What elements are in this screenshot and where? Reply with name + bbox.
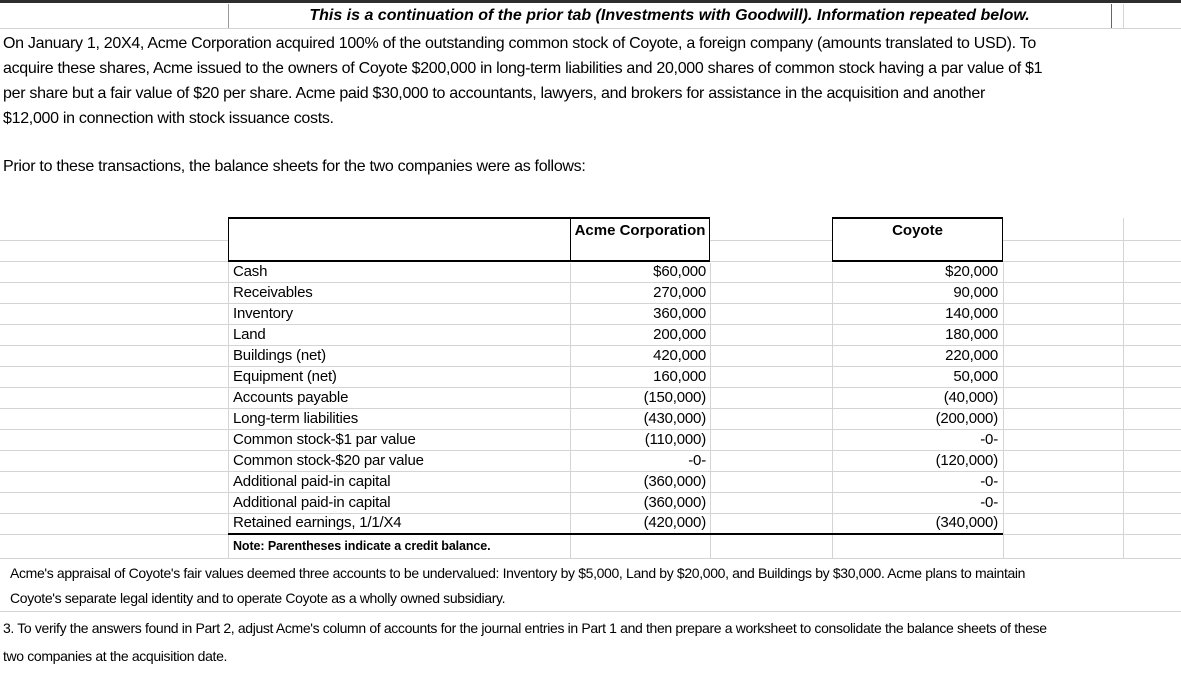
gridline — [0, 558, 1181, 559]
table-border — [570, 219, 571, 260]
row-label[interactable]: Retained earnings, 1/1/X4 — [233, 514, 402, 531]
table-border — [228, 533, 1003, 535]
table-row: Common stock-$1 par value (110,000) -0- — [0, 429, 1181, 450]
coyote-value[interactable]: -0- — [980, 494, 998, 511]
row-label[interactable]: Long-term liabilities — [233, 410, 359, 427]
table-row: Land 200,000 180,000 — [0, 324, 1181, 345]
gridline — [0, 471, 1181, 472]
table-row: Additional paid-in capital (360,000) -0- — [0, 471, 1181, 492]
gridline — [1123, 218, 1124, 558]
table-row: Long-term liabilities (430,000) (200,000… — [0, 408, 1181, 429]
coyote-value[interactable]: 50,000 — [953, 368, 998, 385]
row-label[interactable]: Cash — [233, 263, 268, 280]
gridline — [0, 611, 1181, 612]
table-row: Inventory 360,000 140,000 — [0, 303, 1181, 324]
appraisal-paragraph[interactable]: Acme's appraisal of Coyote's fair values… — [10, 565, 1026, 606]
coyote-value[interactable]: -0- — [980, 473, 998, 490]
table-row: Equipment (net) 160,000 50,000 — [0, 366, 1181, 387]
gridline — [0, 450, 1181, 451]
gridline — [710, 261, 832, 262]
gridline — [1003, 263, 1004, 558]
row-label[interactable]: Receivables — [233, 284, 313, 301]
row-label[interactable]: Equipment (net) — [233, 368, 337, 385]
gridline — [0, 492, 1181, 493]
acme-value[interactable]: 360,000 — [653, 305, 706, 322]
acme-value[interactable]: (150,000) — [643, 389, 707, 406]
coyote-value[interactable]: -0- — [980, 431, 998, 448]
col-header-acme-corporation[interactable]: Acme Corporation — [574, 222, 706, 239]
gridline — [0, 303, 1181, 304]
gridline — [0, 28, 1181, 29]
coyote-value[interactable]: (120,000) — [935, 452, 999, 469]
gridline — [1123, 4, 1124, 28]
acme-value[interactable]: (420,000) — [643, 514, 707, 531]
gridline — [1003, 261, 1181, 262]
gridline — [1003, 240, 1181, 241]
table-row: Retained earnings, 1/1/X4 (420,000) (340… — [0, 512, 1181, 533]
acme-value[interactable]: -0- — [688, 452, 706, 469]
row-label[interactable]: Common stock-$20 par value — [233, 452, 424, 469]
table-row: Receivables 270,000 90,000 — [0, 282, 1181, 303]
acme-value[interactable]: (430,000) — [643, 410, 707, 427]
gridline — [0, 513, 1181, 514]
coyote-value[interactable]: (200,000) — [935, 410, 999, 427]
table-row: Additional paid-in capital (360,000) -0- — [0, 492, 1181, 513]
prior-transactions-line[interactable]: Prior to these transactions, the balance… — [3, 158, 586, 175]
row-label[interactable]: Land — [233, 326, 266, 343]
coyote-value[interactable]: 140,000 — [945, 305, 998, 322]
sheet-title[interactable]: This is a continuation of the prior tab … — [309, 7, 1030, 24]
table-row: Buildings (net) 420,000 220,000 — [0, 345, 1181, 366]
table-header-box-right — [832, 217, 1003, 262]
acme-value[interactable]: (360,000) — [643, 494, 707, 511]
row-label[interactable]: Additional paid-in capital — [233, 473, 391, 490]
table-header-box-left — [228, 217, 710, 262]
gridline — [0, 345, 1181, 346]
coyote-value[interactable]: (40,000) — [943, 389, 998, 406]
part3-instructions[interactable]: 3. To verify the answers found in Part 2… — [3, 620, 1047, 664]
coyote-value[interactable]: 220,000 — [945, 347, 998, 364]
gridline — [710, 263, 711, 558]
table-row: Accounts payable (150,000) (40,000) — [0, 387, 1181, 408]
coyote-value[interactable]: $20,000 — [945, 263, 998, 280]
coyote-value[interactable]: 90,000 — [953, 284, 998, 301]
gridline — [570, 263, 571, 558]
row-label[interactable]: Inventory — [233, 305, 293, 322]
table-row: Common stock-$20 par value -0- (120,000) — [0, 450, 1181, 471]
table-row: Cash $60,000 $20,000 — [0, 261, 1181, 282]
gridline — [0, 408, 1181, 409]
acme-value[interactable]: (360,000) — [643, 473, 707, 490]
col-header-coyote[interactable]: Coyote — [892, 222, 943, 239]
gridline — [0, 387, 1181, 388]
acme-value[interactable]: 200,000 — [653, 326, 706, 343]
acme-value[interactable]: 420,000 — [653, 347, 706, 364]
gridline — [710, 240, 832, 241]
intro-paragraph[interactable]: On January 1, 20X4, Acme Corporation acq… — [3, 35, 1043, 127]
gridline — [0, 534, 228, 535]
row-label[interactable]: Accounts payable — [233, 389, 349, 406]
gridline — [0, 240, 228, 241]
gridline — [0, 282, 1181, 283]
coyote-value[interactable]: (340,000) — [935, 514, 999, 531]
acme-value[interactable]: (110,000) — [644, 431, 707, 448]
acme-value[interactable]: 160,000 — [653, 368, 706, 385]
acme-value[interactable]: 270,000 — [653, 284, 706, 301]
gridline — [228, 4, 229, 28]
gridline — [0, 366, 1181, 367]
gridline — [0, 324, 1181, 325]
row-label[interactable]: Buildings (net) — [233, 347, 326, 364]
top-cutoff-row — [0, 0, 1181, 3]
gridline — [0, 261, 228, 262]
row-label[interactable]: Common stock-$1 par value — [233, 431, 416, 448]
table-note[interactable]: Note: Parentheses indicate a credit bala… — [233, 539, 491, 553]
coyote-value[interactable]: 180,000 — [945, 326, 998, 343]
gridline — [832, 263, 833, 558]
gridline — [228, 262, 229, 558]
row-label[interactable]: Additional paid-in capital — [233, 494, 391, 511]
gridline — [1003, 534, 1181, 535]
gridline — [1111, 4, 1112, 28]
acme-value[interactable]: $60,000 — [653, 263, 706, 280]
gridline — [0, 429, 1181, 430]
